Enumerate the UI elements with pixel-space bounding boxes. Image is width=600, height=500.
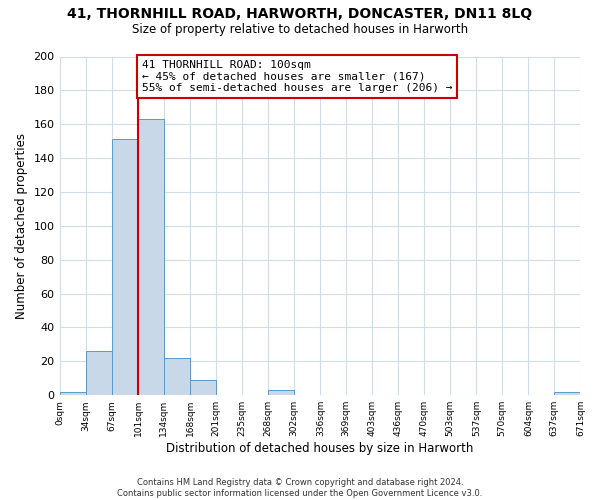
Y-axis label: Number of detached properties: Number of detached properties: [15, 133, 28, 319]
X-axis label: Distribution of detached houses by size in Harworth: Distribution of detached houses by size …: [166, 442, 474, 455]
Bar: [59, 392, 86, 395]
Bar: [190, 380, 215, 395]
Text: Size of property relative to detached houses in Harworth: Size of property relative to detached ho…: [132, 22, 468, 36]
Bar: [138, 119, 164, 395]
Text: Contains HM Land Registry data © Crown copyright and database right 2024.
Contai: Contains HM Land Registry data © Crown c…: [118, 478, 482, 498]
Bar: [112, 140, 138, 395]
Bar: [268, 390, 294, 395]
Bar: [164, 358, 190, 395]
Text: 41 THORNHILL ROAD: 100sqm
← 45% of detached houses are smaller (167)
55% of semi: 41 THORNHILL ROAD: 100sqm ← 45% of detac…: [142, 60, 452, 93]
Bar: [554, 392, 580, 395]
Bar: [86, 351, 112, 395]
Text: 41, THORNHILL ROAD, HARWORTH, DONCASTER, DN11 8LQ: 41, THORNHILL ROAD, HARWORTH, DONCASTER,…: [67, 8, 533, 22]
